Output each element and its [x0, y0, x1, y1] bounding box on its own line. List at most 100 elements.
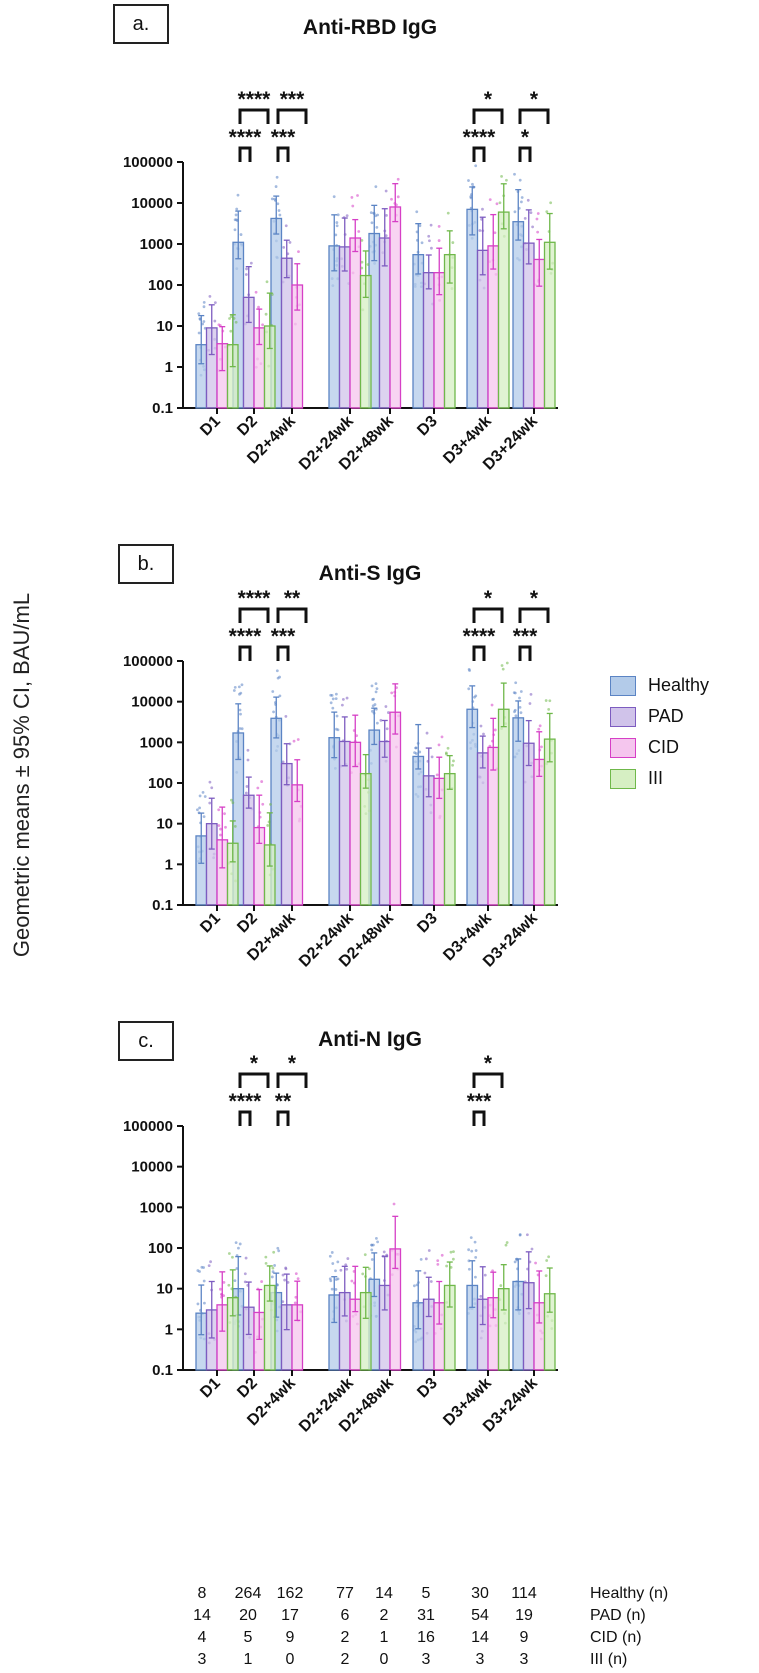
n-table-cell: 54 [471, 1607, 489, 1624]
data-point [210, 786, 214, 790]
data-point [493, 231, 497, 235]
data-point [444, 751, 448, 755]
data-point [384, 705, 388, 708]
legend-label-pad: PAD [648, 706, 684, 726]
data-point [446, 211, 450, 215]
data-point [387, 711, 390, 714]
data-point [281, 1300, 285, 1304]
x-tick-label: D1 [197, 910, 224, 937]
data-point [257, 305, 260, 309]
data-point [519, 690, 523, 693]
n-table-cell: 0 [285, 1651, 295, 1668]
legend-swatch-pad [610, 706, 636, 727]
data-point [356, 194, 359, 197]
data-point [336, 213, 340, 217]
y-tick-label: 0.1 [152, 897, 173, 914]
significance-stars: **** [229, 126, 263, 149]
data-point [518, 705, 522, 709]
data-point [269, 802, 272, 806]
data-point [334, 233, 338, 237]
data-point [424, 1257, 428, 1261]
legend-label-iii: III [648, 768, 664, 788]
data-point [345, 214, 349, 218]
data-point [425, 731, 429, 735]
data-point [350, 1279, 354, 1283]
data-point [437, 743, 441, 747]
data-point [493, 728, 497, 732]
data-point [273, 1264, 276, 1267]
y-tick-label: 10 [156, 1281, 173, 1298]
data-point [233, 825, 237, 828]
data-point [198, 806, 202, 810]
significance-stars: * [530, 88, 539, 111]
significance-bracket [276, 108, 308, 124]
n-table-cell: 3 [421, 1651, 431, 1668]
significance-stars: * [484, 88, 493, 111]
data-point [360, 266, 364, 270]
data-point [202, 815, 206, 819]
data-point [201, 322, 205, 326]
n-table-cell: 16 [417, 1629, 435, 1646]
significance-stars: *** [513, 625, 538, 648]
data-point [505, 178, 508, 182]
data-point [334, 1288, 338, 1291]
n-table-row-label: Healthy (n) [590, 1585, 669, 1602]
significance-stars: * [484, 587, 493, 610]
n-table-cell: 30 [471, 1585, 489, 1602]
data-point [283, 1278, 287, 1282]
n-table-cell: 8 [197, 1585, 207, 1602]
data-point [513, 172, 516, 176]
y-tick-label: 100000 [123, 653, 173, 670]
data-point [514, 681, 518, 685]
data-point [270, 197, 274, 201]
data-point [382, 1250, 386, 1254]
data-point [474, 1275, 477, 1279]
data-point [245, 785, 249, 788]
data-point [361, 1272, 365, 1276]
data-point [244, 273, 248, 276]
y-tick-label: 10 [156, 816, 173, 833]
data-point [240, 727, 244, 731]
data-point [330, 693, 334, 697]
data-point [535, 217, 539, 221]
n-table-cell: 5 [421, 1585, 431, 1602]
data-point [479, 724, 483, 728]
data-point [474, 164, 478, 168]
bar-healthy-d3-plus-24wk [512, 717, 525, 906]
data-point [256, 786, 260, 790]
data-point [260, 1280, 264, 1283]
data-point [275, 175, 279, 179]
data-point [446, 746, 450, 750]
data-point [234, 218, 238, 222]
data-point [512, 691, 516, 695]
n-table-cell: 264 [234, 1585, 262, 1602]
y-tick-label: 1 [165, 359, 173, 376]
bar-healthy-d3 [412, 253, 425, 409]
data-point [238, 1242, 242, 1246]
data-point [351, 204, 355, 208]
data-point [334, 697, 338, 701]
significance-bracket [238, 146, 252, 162]
significance-stars: *** [467, 1090, 492, 1113]
data-point [213, 301, 217, 305]
data-point [331, 1262, 335, 1265]
data-point [209, 1260, 212, 1264]
significance-stars: *** [280, 88, 305, 111]
n-table-cell: 1 [243, 1651, 253, 1668]
data-point [335, 224, 339, 228]
significance-stars: *** [271, 625, 296, 648]
data-point [272, 710, 275, 714]
data-point [474, 1249, 478, 1252]
data-point [520, 196, 524, 199]
data-point [549, 201, 553, 205]
data-point [385, 727, 389, 731]
data-point [227, 1283, 231, 1287]
significance-stars: **** [238, 587, 272, 610]
bar-pad-d3-plus-24wk [522, 242, 535, 409]
data-point [297, 250, 300, 254]
data-point [329, 701, 333, 705]
bar-cid-d2-plus-48wk [389, 711, 402, 906]
data-point [346, 1257, 350, 1260]
data-point [292, 739, 296, 743]
data-point [282, 245, 286, 249]
